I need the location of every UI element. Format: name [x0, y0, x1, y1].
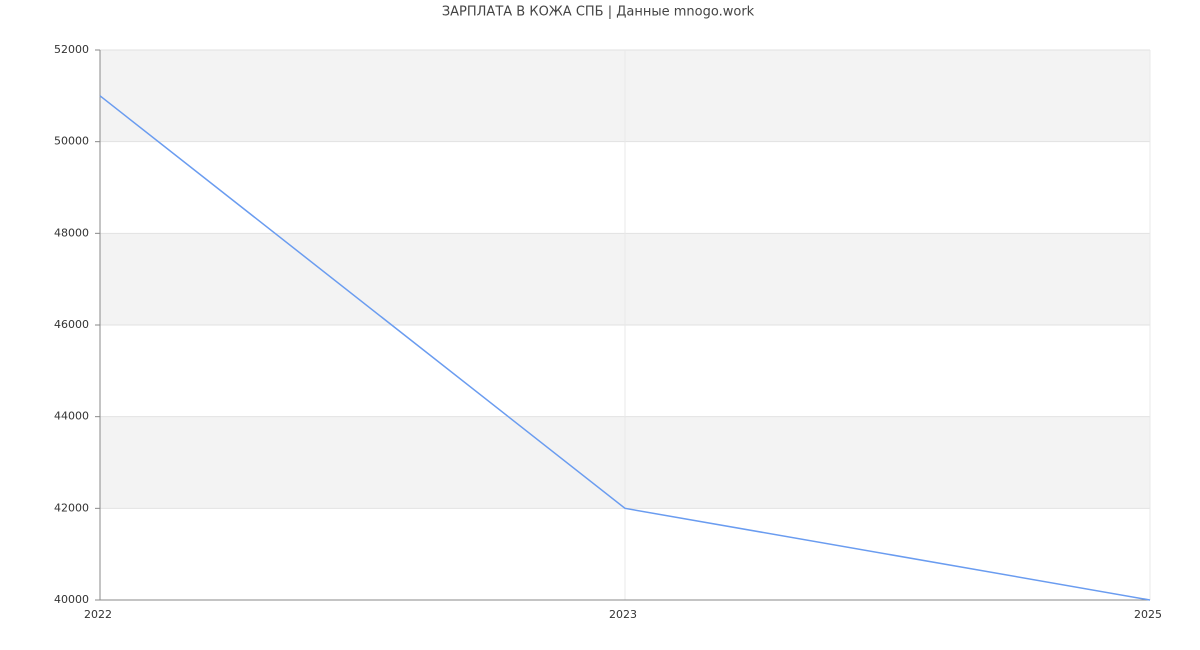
x-tick-label: 2022 — [84, 608, 112, 621]
y-tick-label: 50000 — [54, 135, 89, 148]
line — [99, 95, 1151, 601]
chart-title: ЗАРПЛАТА В КОЖА СПБ | Данные mnogo.work — [442, 5, 755, 20]
x-tick-label: 2025 — [1134, 608, 1162, 621]
y-tick-label: 46000 — [54, 318, 89, 331]
y-tick-label: 42000 — [54, 501, 89, 514]
x-tick-label: 2023 — [609, 608, 637, 621]
y-tick-label: 52000 — [54, 43, 89, 56]
y-tick-label: 44000 — [54, 410, 89, 423]
y-tick-label: 40000 — [54, 593, 89, 606]
y-tick-label: 48000 — [54, 226, 89, 239]
